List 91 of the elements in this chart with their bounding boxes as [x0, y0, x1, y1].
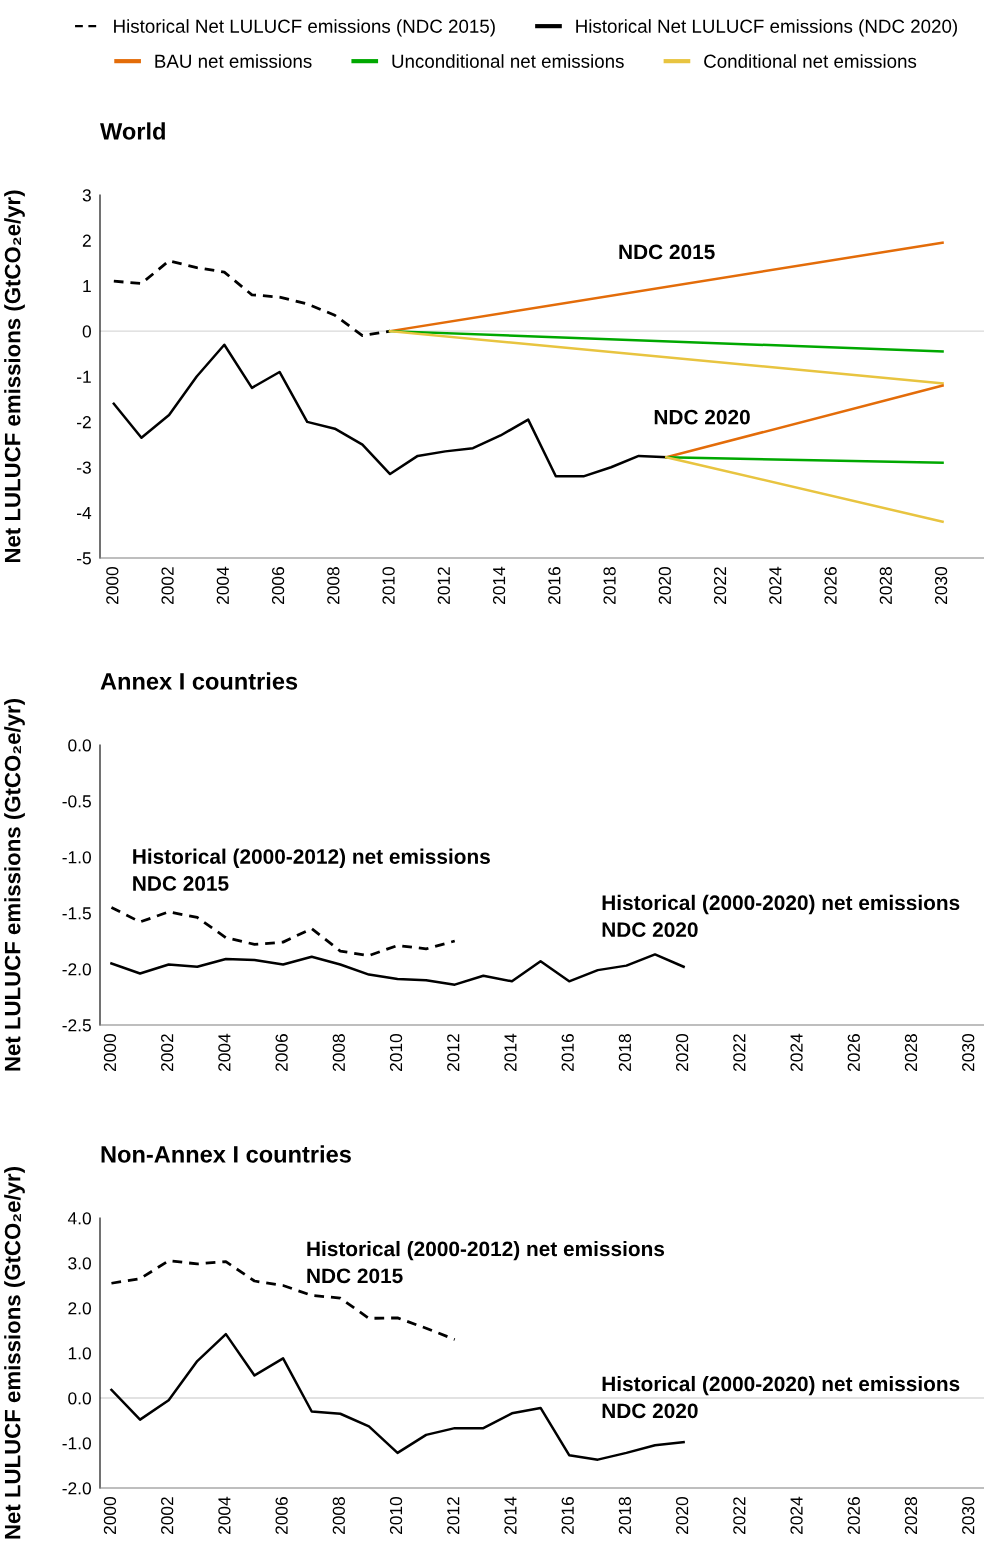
y-axis-title: Net LULUCF emissions (GtCO₂e/yr) — [4, 1167, 25, 1539]
x-tick-label: 2020 — [675, 1497, 689, 1535]
x-tick-label: 2002 — [161, 567, 174, 605]
y-tick-label: -3 — [77, 461, 91, 474]
line-series — [112, 259, 392, 338]
line-series — [110, 906, 457, 957]
x-tick-label: 2016 — [561, 1497, 574, 1535]
annotation: Historical (2000-2012) net emissions NDC 2015 — [133, 848, 490, 891]
x-tick-label: 2030 — [934, 567, 948, 605]
line-series — [110, 1259, 457, 1341]
x-tick-label: 2018 — [618, 1497, 632, 1535]
y-tick-label: -1.0 — [62, 1437, 91, 1450]
x-tick-label: 2020 — [658, 567, 671, 605]
legend-label: Conditional net emissions — [704, 54, 917, 68]
y-tick-label: -1.5 — [62, 907, 91, 920]
x-tick-label: 2006 — [275, 1497, 288, 1535]
y-tick-label: 3 — [82, 189, 91, 202]
x-tick-label: 2004 — [218, 1496, 231, 1535]
x-tick-label: 2000 — [103, 1034, 117, 1072]
y-tick-label: 0.0 — [68, 739, 91, 752]
x-tick-label: 2024 — [790, 1496, 803, 1535]
annotation: Historical (2000-2020) net emissions NDC 2020 — [602, 894, 960, 938]
annotation: NDC 2015 — [619, 244, 715, 260]
chart-title: World — [100, 122, 165, 140]
y-tick-label: 2 — [82, 234, 91, 247]
x-tick-label: 2030 — [962, 1497, 975, 1535]
y-tick-label: -1.0 — [62, 851, 91, 864]
x-tick-label: 2022 — [733, 1497, 746, 1535]
x-tick-label: 2008 — [332, 1497, 345, 1535]
x-tick-label: 2014 — [504, 1496, 517, 1535]
legend-label: Historical Net LULUCF emissions (NDC 2020) — [576, 19, 957, 37]
x-tick-label: 2006 — [271, 567, 285, 605]
y-tick-label: -2.0 — [62, 1482, 91, 1495]
x-tick-label: 2014 — [492, 566, 506, 605]
x-tick-label: 2024 — [769, 566, 782, 605]
x-tick-label: 2012 — [447, 1034, 460, 1072]
x-tick-label: 2006 — [275, 1034, 288, 1072]
y-tick-label: 0.0 — [68, 1392, 91, 1405]
legend-label: BAU net emissions — [155, 54, 312, 68]
x-tick-label: 2012 — [437, 567, 450, 605]
x-tick-label: 2002 — [161, 1497, 174, 1535]
x-tick-label: 2008 — [332, 1034, 345, 1072]
x-tick-label: 2016 — [561, 1034, 574, 1072]
y-tick-label: 1 — [83, 280, 91, 293]
y-tick-label: 1.0 — [68, 1347, 91, 1360]
y-tick-label: -2.0 — [62, 963, 91, 976]
x-tick-label: 2026 — [847, 1034, 860, 1072]
x-tick-label: 2010 — [382, 567, 395, 605]
y-tick-label: 3.0 — [68, 1257, 91, 1270]
line-series — [110, 953, 685, 986]
x-tick-label: 2000 — [103, 1497, 117, 1535]
x-tick-label: 2004 — [218, 1033, 231, 1072]
x-tick-label: 2004 — [216, 566, 229, 605]
annotation: Historical (2000-2020) net emissions NDC 2020 — [602, 1375, 960, 1419]
y-tick-label: -4 — [77, 506, 92, 519]
x-tick-label: 2010 — [389, 1034, 403, 1072]
x-tick-label: 2012 — [447, 1497, 460, 1535]
y-axis-title: Net LULUCF emissions (GtCO₂e/yr) — [4, 699, 25, 1071]
x-tick-label: 2026 — [824, 567, 837, 605]
x-tick-label: 2014 — [504, 1033, 517, 1072]
x-tick-label: 2008 — [327, 567, 340, 605]
y-tick-label: -2.5 — [62, 1019, 91, 1032]
chart-title: Non-Annex I countries — [101, 1145, 351, 1163]
x-tick-label: 2022 — [713, 567, 727, 605]
x-tick-label: 2000 — [106, 567, 119, 605]
x-tick-label: 2022 — [733, 1034, 746, 1072]
x-tick-label: 2024 — [790, 1033, 803, 1072]
y-tick-label: -5 — [77, 552, 91, 565]
annotation: NDC 2020 — [654, 409, 750, 425]
annotation: Historical (2000-2012) net emissions NDC 2015 — [307, 1240, 665, 1284]
x-tick-label: 2030 — [962, 1034, 975, 1072]
x-tick-label: 2028 — [904, 1497, 918, 1535]
x-tick-label: 2028 — [879, 567, 892, 605]
x-tick-label: 2016 — [548, 567, 561, 605]
y-tick-label: 4.0 — [67, 1212, 91, 1225]
legend-label: Historical Net LULUCF emissions (NDC 2015) — [114, 19, 495, 37]
x-tick-label: 2018 — [618, 1034, 632, 1072]
y-tick-label: -2 — [77, 416, 91, 429]
x-tick-label: 2002 — [161, 1034, 174, 1072]
x-tick-label: 2010 — [389, 1497, 403, 1535]
x-tick-label: 2026 — [847, 1497, 860, 1535]
y-tick-label: -0.5 — [62, 795, 91, 808]
y-tick-label: 2.0 — [68, 1302, 91, 1315]
y-tick-label: -1 — [77, 370, 91, 383]
chart-title: Annex I countries — [100, 672, 298, 690]
legend-label: Unconditional net emissions — [392, 54, 624, 68]
x-tick-label: 2020 — [675, 1034, 689, 1072]
y-axis-title: Net LULUCF emissions (GtCO₂e/yr) — [4, 190, 25, 563]
x-tick-label: 2028 — [904, 1034, 918, 1072]
y-tick-label: 0 — [82, 325, 91, 338]
x-tick-label: 2018 — [603, 567, 616, 605]
